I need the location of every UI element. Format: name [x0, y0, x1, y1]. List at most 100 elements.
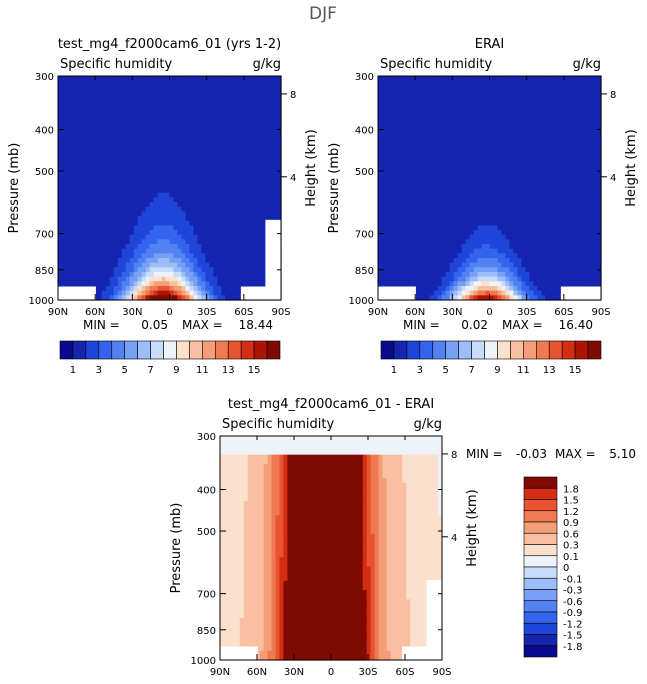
heatmap-cell — [561, 99, 566, 105]
chart-title: test_mg4_f2000cam6_01 (yrs 1-2) — [58, 37, 281, 52]
heatmap-cell — [237, 178, 242, 184]
heatmap-cell — [125, 272, 131, 278]
heatmap-cell — [429, 239, 435, 245]
heatmap-cell — [501, 202, 507, 208]
heatmap-cell — [469, 248, 475, 254]
heatmap-cell — [181, 206, 187, 212]
heatmap-cell — [245, 272, 250, 278]
heatmap-cell — [561, 197, 566, 203]
heatmap-cell — [201, 248, 206, 254]
heatmap-cell — [169, 272, 175, 278]
heatmap-cell — [593, 225, 598, 231]
heatmap-cell — [453, 90, 459, 96]
heatmap-cell — [273, 141, 278, 147]
heatmap-cell — [429, 108, 435, 114]
heatmap-cell — [597, 211, 602, 217]
heatmap-cell — [165, 80, 171, 86]
heatmap-cell — [129, 281, 135, 287]
heatmap-cell — [69, 104, 75, 110]
heatmap-cell — [465, 146, 471, 152]
colorbar-label: 13 — [222, 365, 235, 376]
heatmap-cell — [433, 183, 439, 189]
heatmap-cell — [97, 85, 103, 91]
heatmap-cell — [389, 99, 395, 105]
heatmap-cell — [137, 244, 143, 250]
heatmap-cell — [557, 220, 562, 226]
heatmap-cell — [273, 164, 278, 170]
heatmap-cell — [77, 85, 83, 91]
heatmap-cell — [457, 150, 463, 156]
heatmap-cell — [429, 160, 435, 166]
heatmap-cell — [521, 80, 526, 86]
heatmap-cell — [517, 258, 522, 264]
heatmap-cell — [557, 132, 562, 138]
heatmap-cell — [177, 220, 183, 226]
heatmap-cell — [161, 150, 167, 156]
heatmap-cell — [229, 160, 234, 166]
heatmap-cell — [465, 76, 471, 82]
heatmap-cell — [217, 141, 222, 147]
heatmap-cell — [169, 244, 175, 250]
heatmap-cell — [493, 174, 499, 180]
heatmap-cell — [529, 211, 534, 217]
heatmap-cell — [413, 248, 419, 254]
heatmap-cell — [569, 90, 574, 96]
heatmap-cell — [117, 183, 123, 189]
heatmap-cell — [69, 80, 75, 86]
heatmap-cell — [573, 188, 578, 194]
heatmap-cell — [233, 276, 238, 282]
heatmap-cell — [425, 230, 431, 236]
heatmap-cell — [561, 146, 566, 152]
heatmap-cell — [221, 248, 226, 254]
heatmap-cell — [225, 104, 230, 110]
heatmap-cell — [141, 253, 147, 259]
heatmap-cell — [585, 197, 590, 203]
heatmap-cell — [201, 118, 206, 124]
heatmap-cell — [169, 290, 175, 296]
heatmap-cell — [197, 267, 202, 273]
heatmap-cell — [521, 192, 526, 198]
heatmap-cell — [213, 141, 218, 147]
heatmap-cell — [181, 225, 187, 231]
colorbar-label: 5 — [122, 365, 128, 376]
heatmap-cell — [529, 132, 534, 138]
heatmap-cell — [201, 160, 206, 166]
heatmap-cell — [561, 104, 566, 110]
heatmap-cell — [101, 146, 107, 152]
heatmap-cell — [529, 253, 534, 259]
heatmap-cell — [553, 244, 558, 250]
heatmap-cell — [205, 104, 210, 110]
heatmap-cell — [145, 141, 151, 147]
heatmap-cell — [205, 76, 210, 82]
heatmap-cell — [261, 281, 266, 287]
heatmap-cell — [253, 276, 258, 282]
heatmap-cell — [137, 85, 143, 91]
heatmap-cell — [85, 206, 91, 212]
heatmap-cell — [585, 202, 590, 208]
heatmap-cell — [165, 290, 171, 296]
heatmap-cell — [581, 220, 586, 226]
heatmap-cell — [93, 174, 99, 180]
heatmap-cell — [453, 183, 459, 189]
heatmap-cell — [437, 211, 443, 217]
heatmap-cell — [173, 160, 179, 166]
heatmap-cell — [597, 174, 602, 180]
heatmap-cell — [485, 225, 491, 231]
heatmap-cell — [521, 90, 526, 96]
heatmap-cell — [505, 164, 511, 170]
heatmap-cell — [141, 211, 147, 217]
heatmap-cell — [545, 136, 550, 142]
heatmap-cell — [573, 211, 578, 217]
heatmap-cell — [237, 197, 242, 203]
heatmap-cell — [253, 258, 258, 264]
heatmap-cell — [385, 113, 391, 119]
heatmap-cell — [93, 85, 99, 91]
heatmap-cell — [229, 136, 234, 142]
heatmap-cell — [477, 211, 483, 217]
heatmap-cell — [549, 216, 554, 222]
heatmap-cell — [249, 183, 254, 189]
heatmap-cell — [513, 234, 518, 240]
heatmap-cell — [225, 267, 230, 273]
heatmap-cell — [417, 164, 423, 170]
heatmap-cell — [241, 136, 246, 142]
